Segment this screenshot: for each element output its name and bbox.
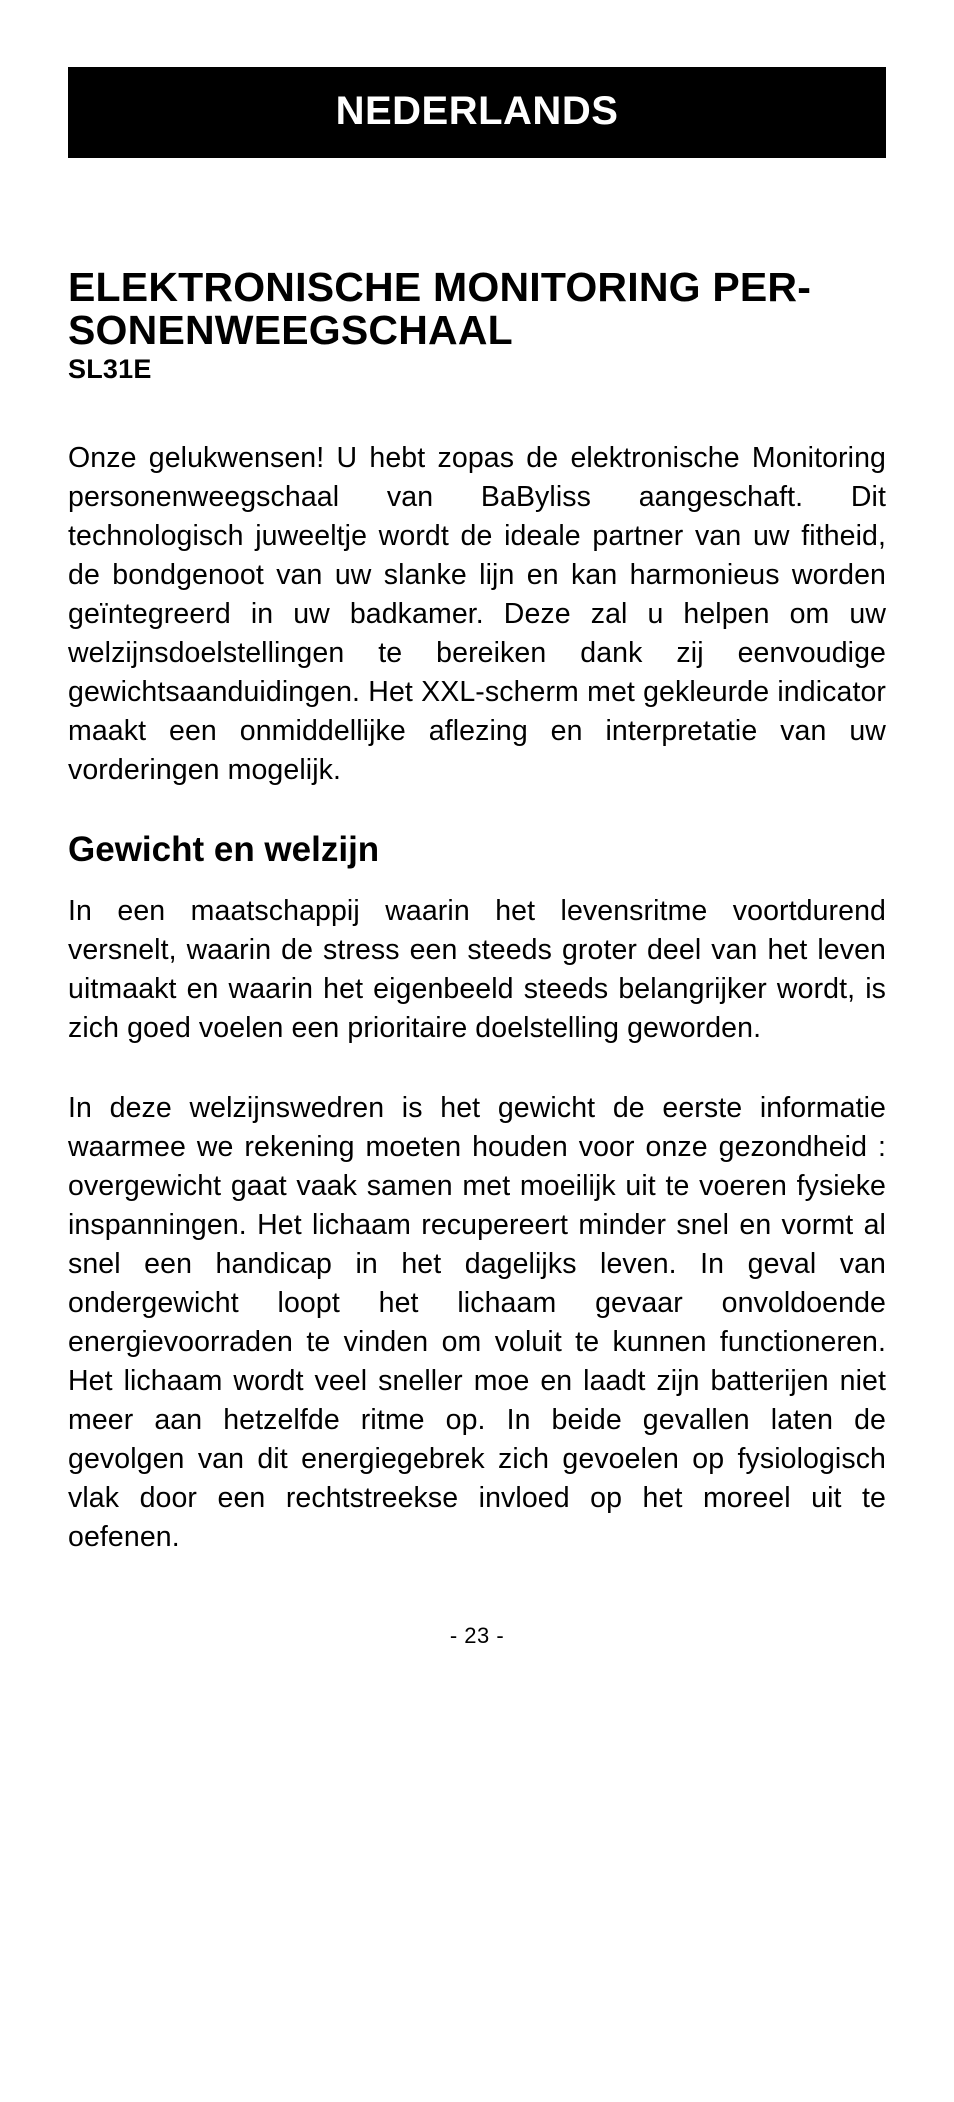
page-number: - 23 - bbox=[68, 1623, 886, 1649]
language-banner: NEDERLANDS bbox=[68, 67, 886, 158]
model-number: SL31E bbox=[68, 354, 886, 385]
intro-paragraph: Onze gelukwensen! U hebt zopas de elektr… bbox=[68, 439, 886, 790]
section-paragraph-1: In een maatschappij waarin het levensrit… bbox=[68, 892, 886, 1048]
section-heading: Gewicht en welzijn bbox=[68, 830, 886, 870]
section-paragraph-2: In deze welzijnswedren is het gewicht de… bbox=[68, 1089, 886, 1557]
document-title: ELEKTRONISCHE MONITORING PER­SONENWEEGSC… bbox=[68, 266, 886, 352]
